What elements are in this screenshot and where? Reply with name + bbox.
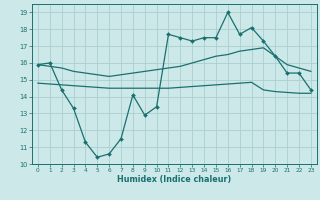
X-axis label: Humidex (Indice chaleur): Humidex (Indice chaleur) xyxy=(117,175,232,184)
